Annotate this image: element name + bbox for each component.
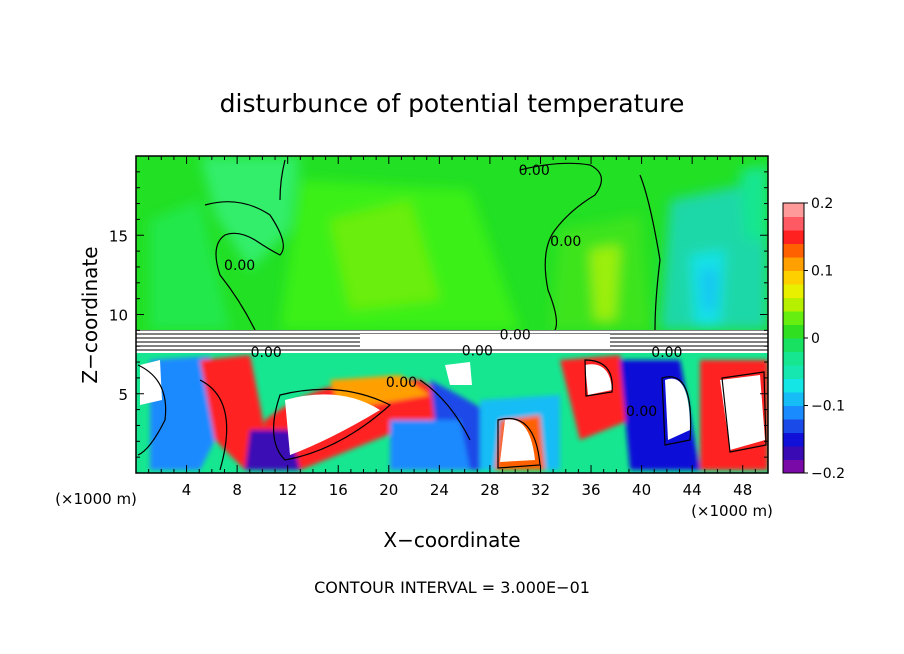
- contour-label: 0.00: [386, 375, 417, 391]
- y-axis-label: Z−coordinate: [78, 246, 102, 383]
- colorbar-swatch: [783, 338, 804, 352]
- colorbar-swatch: [783, 270, 804, 285]
- y-tick-label: 10: [109, 307, 128, 325]
- colorbar-swatch: [783, 405, 804, 420]
- x-tick-label: 32: [531, 481, 550, 499]
- x-tick-label: 36: [581, 481, 600, 499]
- contour-label: 0.00: [550, 234, 581, 250]
- colorbar-tick-label: 0.1: [811, 264, 833, 280]
- y-tick-label: 5: [118, 386, 128, 404]
- x-axis-label: X−coordinate: [383, 528, 520, 552]
- colorbar-tick-label: −0.2: [811, 466, 845, 482]
- colorbar-swatch: [783, 230, 804, 244]
- colorbar-swatch: [783, 419, 804, 433]
- colorbar-swatch: [783, 311, 804, 325]
- contour-label: 0.00: [251, 345, 282, 361]
- colorbar-tick-label: −0.1: [811, 399, 845, 415]
- colorbar-swatch: [783, 216, 804, 231]
- colorbar-ticks: 0.2 0.1 0 −0.1 −0.2: [804, 196, 845, 482]
- colorbar: [783, 203, 804, 474]
- x-tick-label: 40: [632, 481, 651, 499]
- colorbar-swatch: [783, 365, 804, 379]
- colorbar-swatch: [783, 243, 804, 258]
- colorbar-swatch: [783, 257, 804, 271]
- x-tick-label: 44: [683, 481, 702, 499]
- colorbar-swatch: [783, 351, 804, 366]
- contour-label: 0.00: [462, 344, 493, 360]
- x-unit-left: (×1000 m): [55, 490, 137, 508]
- colorbar-swatch: [783, 324, 804, 339]
- colorbar-swatch: [783, 432, 804, 447]
- y-axis: 5 10 15: [109, 171, 768, 458]
- plot-field: [136, 156, 768, 473]
- contour-label: 0.00: [519, 163, 550, 179]
- colorbar-swatch: [783, 459, 804, 474]
- colorbar-tick-label: 0: [811, 331, 820, 347]
- colorbar-tick-label: 0.2: [811, 196, 833, 212]
- x-tick-label: 12: [278, 481, 297, 499]
- contour-label: 0.00: [626, 404, 657, 420]
- colorbar-swatch: [783, 203, 804, 217]
- x-unit-right: (×1000 m): [691, 502, 773, 520]
- x-tick-label: 16: [329, 481, 348, 499]
- y-tick-label: 15: [109, 227, 128, 245]
- contour-label: 0.00: [500, 328, 531, 344]
- colorbar-swatch: [783, 446, 804, 460]
- contour-label: 0.00: [224, 258, 255, 274]
- contour-labels: 0.00 0.00 0.00 0.00 0.00 0.00 0.00 0.00 0.00: [224, 163, 682, 420]
- x-axis: 4 8 12 16 20 24 28 32 36 40 44 48: [148, 156, 756, 499]
- x-tick-label: 8: [232, 481, 242, 499]
- contour-interval-note: CONTOUR INTERVAL = 3.000E−01: [314, 578, 590, 597]
- x-tick-label: 28: [480, 481, 499, 499]
- x-tick-label: 24: [430, 481, 449, 499]
- colorbar-swatch: [783, 392, 804, 406]
- colorbar-swatch: [783, 297, 804, 312]
- contour-label: 0.00: [651, 345, 682, 361]
- x-tick-label: 4: [182, 481, 192, 499]
- x-tick-label: 48: [733, 481, 752, 499]
- x-tick-label: 20: [379, 481, 398, 499]
- colorbar-swatch: [783, 284, 804, 298]
- colorbar-swatch: [783, 378, 804, 393]
- chart-title: disturbunce of potential temperature: [220, 89, 685, 118]
